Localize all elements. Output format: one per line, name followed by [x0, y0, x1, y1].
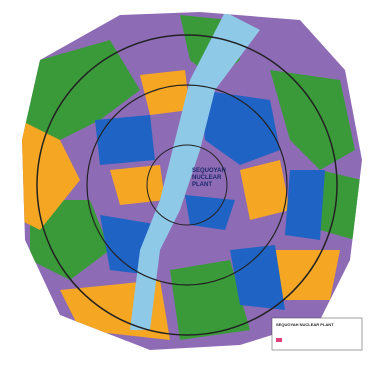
center-label: SEQUOYAH	[192, 168, 226, 174]
center-label: NUCLEAR	[192, 175, 222, 181]
center-label: PLANT	[192, 182, 212, 188]
zone	[170, 260, 250, 340]
zone	[320, 170, 362, 240]
zone	[200, 90, 280, 165]
legend-swatch	[276, 338, 282, 342]
legend-title: SEQUOYAH NUCLEAR PLANT	[276, 322, 334, 327]
middle-ring	[86, 84, 288, 286]
zone	[240, 160, 290, 220]
legend-box	[271, 317, 363, 351]
zone	[140, 70, 190, 115]
zone	[95, 115, 155, 165]
zone	[22, 40, 140, 140]
outer-ring	[36, 34, 338, 336]
zone	[285, 170, 325, 240]
zone	[30, 200, 110, 280]
river	[130, 12, 260, 330]
rings	[36, 34, 338, 336]
inner-ring	[146, 144, 228, 226]
zone	[230, 245, 285, 310]
zone	[270, 70, 355, 170]
zone	[110, 165, 165, 205]
zone	[270, 250, 340, 300]
zone	[22, 120, 80, 230]
